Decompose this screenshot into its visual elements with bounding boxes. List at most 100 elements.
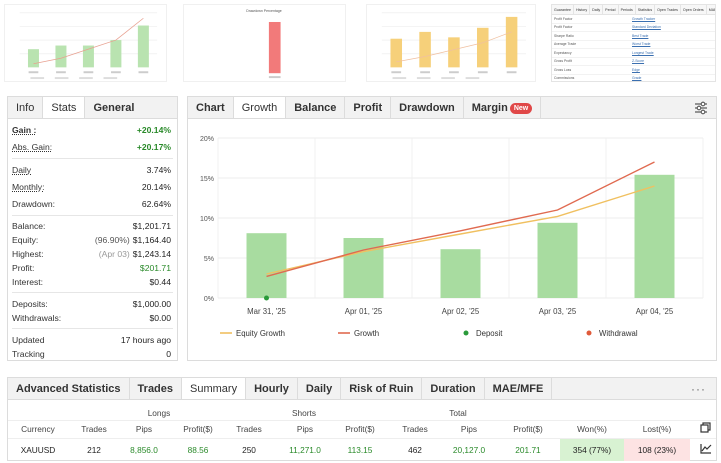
stat-value: +20.17% <box>136 142 171 152</box>
settings-sliders-icon[interactable] <box>694 101 708 115</box>
stat-interest: Interest: $0.44 <box>8 275 177 289</box>
thumb-x-label <box>506 71 517 74</box>
thumb-bar <box>505 16 518 68</box>
tabbar-filler <box>541 97 716 118</box>
thumb-bar <box>476 27 489 68</box>
stat-value: $1,243.14 <box>132 249 171 259</box>
tab-drawdown[interactable]: Drawdown <box>391 97 464 118</box>
tab-hourly[interactable]: Hourly <box>246 378 298 399</box>
tab-growth[interactable]: Growth <box>233 97 287 118</box>
stat-label: Tracking <box>12 349 45 359</box>
tab-margin[interactable]: Margin New <box>463 97 542 118</box>
tab-trades[interactable]: Trades <box>129 378 183 399</box>
stat-label: Updated <box>12 335 45 345</box>
x-tick-label: Apr 01, '25 <box>345 307 383 316</box>
thumb-line <box>396 31 512 63</box>
tab-duration[interactable]: Duration <box>422 378 485 399</box>
divider <box>12 158 173 159</box>
series-line-growth <box>266 161 655 278</box>
stat-value: $1,201.71 <box>132 221 171 231</box>
mini-link[interactable]: Longest Trade <box>632 50 654 55</box>
thumb-x-label <box>391 71 402 74</box>
cell-long-pips: 8,856.0 <box>130 445 158 455</box>
tab-info[interactable]: Info <box>8 97 44 118</box>
mini-tab[interactable]: Guarantee <box>552 5 574 14</box>
mini-tab[interactable]: History <box>574 5 591 14</box>
stat-value: +20.14% <box>136 125 171 135</box>
mini-link[interactable]: Z-Score <box>632 59 645 64</box>
mini-tab[interactable]: MAE/MFE <box>707 5 715 14</box>
divider <box>8 438 716 439</box>
y-tick-label: 10% <box>200 216 214 223</box>
tab-risk-of-ruin[interactable]: Risk of Ruin <box>341 378 423 399</box>
legend-label: Withdrawal <box>599 329 638 338</box>
stat-equity: Equity: (96.90%) $1,164.40 <box>8 233 177 247</box>
group-header-total: Total <box>449 408 467 418</box>
growth-thumbnail[interactable] <box>366 4 536 82</box>
stat-balance: Balance: $1,201.71 <box>8 219 177 233</box>
divider <box>8 420 716 421</box>
won-cell-bg <box>560 439 624 461</box>
stat-label: Daily <box>12 165 32 175</box>
mini-tab[interactable]: Statistics <box>636 5 656 14</box>
mini-row: Gross Loss Edge <box>552 66 715 75</box>
x-tick-label: Apr 03, '25 <box>539 307 577 316</box>
stat-value: $0.44 <box>149 277 171 287</box>
mini-link[interactable]: Edge <box>632 67 640 72</box>
mini-cell: Average Trade <box>554 42 577 47</box>
mini-cell: Profit Factor <box>554 16 573 21</box>
tab-general[interactable]: General <box>85 97 177 118</box>
stat-value: 3.74% <box>146 165 171 175</box>
mini-stats-table: Guarantee History Daily Period Periods S… <box>551 4 716 82</box>
col-long-profit: Profit($) <box>183 424 213 434</box>
thumb-x-label <box>56 71 66 74</box>
stats-panel: Info Stats General Gain : +20.14% Abs. Ga… <box>7 96 178 361</box>
summary-table: Longs Shorts Total Currency Trades Pips … <box>8 401 716 461</box>
mini-cell: Expectancy <box>554 50 572 55</box>
thumb-line <box>33 17 144 65</box>
tab-balance[interactable]: Balance <box>286 97 346 118</box>
stat-profit: Profit: $201.71 <box>8 261 177 275</box>
divider <box>12 328 173 329</box>
mini-link[interactable]: Worst Trade <box>632 42 651 47</box>
deposit-marker <box>264 295 269 301</box>
mini-cell: Sharpe Ratio <box>554 33 574 38</box>
more-options-icon[interactable]: ··· <box>691 382 706 396</box>
tab-advanced-statistics[interactable]: Advanced Statistics <box>8 378 130 399</box>
mini-rows: Profit Factor Growth Tracker Profit Facto… <box>552 15 715 81</box>
tab-daily[interactable]: Daily <box>297 378 342 399</box>
mini-cell: Gross Loss <box>554 67 572 72</box>
chart-panel: Chart Growth Balance Profit Drawdown Mar… <box>187 96 717 361</box>
mini-tab[interactable]: Periods <box>619 5 636 14</box>
mini-cell: Commissions <box>554 76 575 81</box>
mini-tab[interactable]: Open Orders <box>681 5 707 14</box>
tab-mae-mfe[interactable]: MAE/MFE <box>484 378 553 399</box>
tab-profit[interactable]: Profit <box>345 97 392 118</box>
stat-value: 17 hours ago <box>120 335 171 345</box>
mini-row: Average Trade Worst Trade <box>552 41 715 49</box>
col-short-trades: Trades <box>236 424 262 434</box>
mini-tab[interactable]: Daily <box>590 5 604 14</box>
thumb-x-label <box>420 71 430 74</box>
gain-thumbnail[interactable] <box>4 4 167 82</box>
tab-summary[interactable]: Summary <box>182 378 247 399</box>
tab-stats[interactable]: Stats <box>43 97 86 118</box>
mini-link[interactable]: Best Trade <box>632 33 649 38</box>
tab-chart[interactable]: Chart <box>188 97 234 118</box>
thumb-x-label <box>477 71 488 74</box>
y-tick-label: 0% <box>204 296 214 303</box>
stat-label: Abs. Gain: <box>12 142 53 152</box>
mini-row: Sharpe Ratio Best Trade <box>552 32 715 41</box>
thumb-legend <box>392 77 407 80</box>
mini-tab[interactable]: Open Trades <box>655 5 681 14</box>
cell-lost: 108 (23%) <box>637 445 677 455</box>
drawdown-thumbnail[interactable]: Drawdown Percentage <box>183 4 346 82</box>
copy-icon[interactable] <box>700 422 711 433</box>
col-currency: Currency <box>21 424 55 434</box>
tab-margin-label: Margin <box>471 102 508 114</box>
mini-link[interactable]: Growth Tracker <box>632 16 656 21</box>
chart-trend-icon[interactable] <box>700 443 712 454</box>
mini-tab[interactable]: Period <box>603 5 619 14</box>
mini-link[interactable]: Grade <box>632 76 642 81</box>
mini-link[interactable]: Standard Deviation <box>632 25 661 30</box>
